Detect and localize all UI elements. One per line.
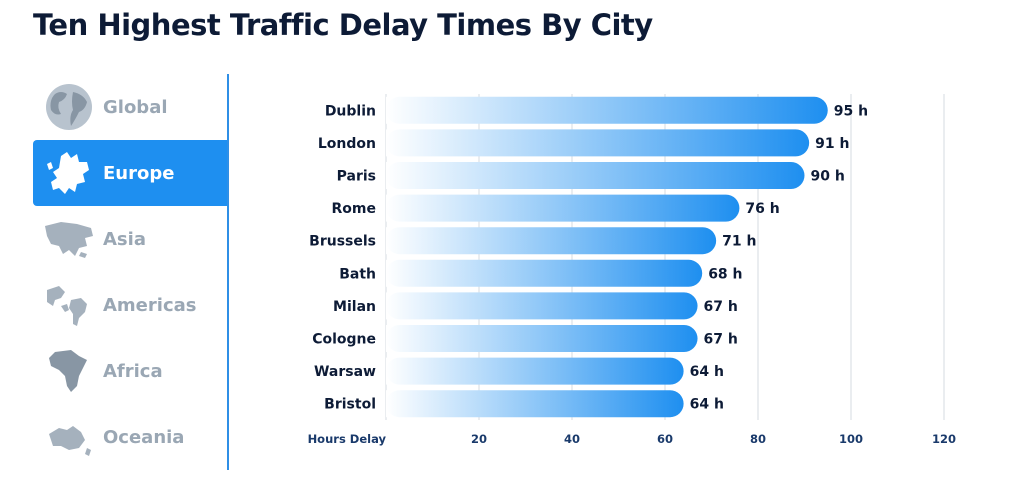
tab-europe[interactable]: Europe (33, 140, 227, 206)
value-label: 95 h (834, 103, 868, 119)
labels: 20 40 60 80 100 120 Dublin 95 h London 91 h Paris 9… (309, 103, 956, 446)
value-label: 90 h (811, 169, 845, 185)
category-label: Milan (333, 299, 376, 315)
asia-map-icon (45, 222, 93, 258)
page-title: Ten Highest Traffic Delay Times By City (33, 8, 653, 42)
value-label: 76 h (745, 201, 779, 217)
value-label: 64 h (690, 397, 724, 413)
x-tick-label: 20 (471, 432, 487, 446)
oceania-map-icon (49, 426, 91, 456)
x-tick-label: 100 (839, 432, 863, 446)
tab-global[interactable]: Global (33, 74, 227, 140)
europe-map-icon (47, 152, 89, 194)
tab-americas[interactable]: Americas (33, 272, 227, 338)
bar-chart: 20 40 60 80 100 120 Dublin 95 h London 91 h Paris 9… (240, 80, 980, 464)
bar (386, 325, 698, 352)
category-label: Warsaw (314, 364, 376, 380)
value-label: 67 h (704, 332, 738, 348)
tab-label: Africa (103, 360, 163, 382)
category-label: Paris (337, 169, 376, 185)
region-sidebar: Global Europe Asia Americas Africa (33, 74, 229, 470)
tab-oceania[interactable]: Oceania (33, 404, 227, 470)
value-label: 68 h (708, 266, 742, 282)
category-label: Bristol (324, 397, 376, 413)
category-label: Brussels (309, 234, 376, 250)
bar (386, 194, 740, 222)
bar (386, 162, 805, 189)
x-axis-label: Hours Delay (308, 432, 387, 446)
tab-label: Asia (103, 228, 146, 250)
africa-map-icon (49, 350, 87, 392)
x-tick-label: 40 (564, 432, 580, 446)
tab-asia[interactable]: Asia (33, 206, 227, 272)
value-label: 64 h (690, 364, 724, 380)
value-label: 67 h (704, 299, 738, 315)
x-tick-label: 60 (657, 432, 673, 446)
value-label: 71 h (722, 234, 756, 250)
bar (386, 259, 703, 287)
bar (386, 390, 684, 418)
category-label: Dublin (325, 103, 376, 119)
category-label: Cologne (312, 332, 376, 348)
tab-label: Europe (103, 162, 175, 184)
bars (386, 96, 828, 418)
bar (386, 227, 717, 255)
bar (386, 96, 828, 124)
category-label: Bath (339, 266, 376, 282)
category-label: Rome (332, 201, 376, 217)
chart-svg: 20 40 60 80 100 120 Dublin 95 h London 91 h Paris 9… (308, 94, 956, 446)
bar (386, 129, 810, 157)
x-tick-label: 120 (932, 432, 956, 446)
tab-africa[interactable]: Africa (33, 338, 227, 404)
globe-icon (46, 84, 92, 130)
category-label: London (318, 136, 376, 152)
americas-map-icon (47, 286, 87, 326)
tab-label: Global (103, 96, 168, 118)
tab-label: Oceania (103, 426, 185, 448)
value-label: 91 h (815, 136, 849, 152)
tab-label: Americas (103, 294, 197, 316)
bar (386, 292, 698, 320)
bar (386, 357, 684, 385)
x-tick-label: 80 (750, 432, 766, 446)
